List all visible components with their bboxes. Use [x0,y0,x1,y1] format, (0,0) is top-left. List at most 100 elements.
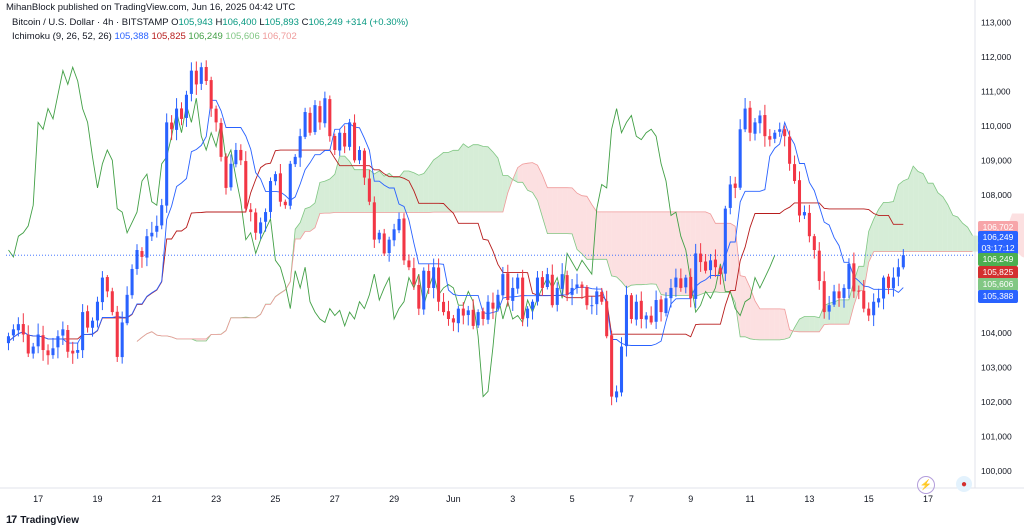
cloud-segment [779,308,785,340]
cloud-segment [947,204,953,252]
close-label: C [301,17,309,28]
candle-body [175,108,179,130]
candle-body [259,222,263,234]
cloud-segment [972,235,978,252]
cloud-segment [962,223,968,252]
cloud-segment [453,150,459,213]
candle-body [704,261,708,271]
x-tick-label: 29 [389,494,399,504]
candle-body [392,229,396,241]
candle-body [170,122,174,130]
x-tick-label: 9 [688,494,693,504]
lightning-icon[interactable]: ⚡ [917,476,935,494]
candle-body [501,274,505,296]
x-tick-label: 21 [152,494,162,504]
candle-body [595,291,599,305]
cloud-segment [577,193,582,254]
cloud-segment [740,275,746,337]
candle-body [506,273,510,301]
candle-body [896,267,900,277]
cloud-segment [384,173,390,213]
cloud-segment [913,166,919,252]
candle-body [565,275,569,295]
candle-body [16,324,20,331]
candle-body [560,274,564,289]
candle-body [76,350,80,353]
tradingview-logo-icon: 17 [6,514,17,526]
candle-body [783,129,787,137]
cloud-segment [942,196,948,252]
candle-body [664,298,668,314]
candle-body [496,294,500,309]
candle-body [555,287,559,305]
candle-body [90,320,95,328]
candle-body [417,284,421,309]
candle-body [535,277,539,302]
conversion-value: 105,388 [114,31,149,42]
cloud-segment [646,211,652,285]
candle-body [412,268,416,285]
cloud-segment [329,174,335,214]
cloud-segment [651,211,657,285]
symbol-legend: Bitcoin / U.S. Dollar · 4h · BITSTAMP O1… [12,17,408,28]
cloud-segment [661,211,667,296]
candle-body [432,267,436,288]
candle-body [278,173,282,202]
flag-icon[interactable]: ● [956,476,972,492]
candle-body [847,263,851,289]
cloud-segment [750,287,755,340]
candle-body [659,299,663,313]
cloud-segment [893,184,899,252]
candle-body [367,178,371,202]
candle-body [357,149,362,161]
candle-body [437,267,441,302]
candle-body [254,212,258,233]
cloud-segment [201,338,207,342]
candle-body [822,281,826,313]
y-tick-label: 101,000 [981,431,1012,441]
candle-body [679,278,683,288]
candle-body [61,329,65,336]
cloud-segment [468,144,474,212]
candle-body [471,309,475,326]
high-label: H [215,17,223,28]
candle-body [491,302,495,309]
y-tick-label: 110,000 [981,121,1011,131]
y-tick-label: 100,000 [981,466,1012,476]
candle-body [758,115,762,124]
cloud-segment [670,211,676,296]
candle-body [219,122,223,157]
candle-body [733,183,737,188]
candle-body [36,334,40,347]
candle-body [699,253,703,263]
candle-body [649,315,653,323]
cloud-segment [853,266,859,306]
cloud-segment [527,162,533,193]
candle-body [600,291,604,302]
cloud-segment [631,211,637,286]
cloud-segment [591,204,597,260]
cloud-segment [324,178,330,214]
cloud-segment [458,143,464,212]
cloud-segment [666,211,671,296]
candle-body [629,295,633,319]
cloud-segment [542,175,548,234]
cloud-segment [967,227,973,252]
candle-body [199,67,203,84]
cloud-segment [502,175,508,212]
cloud-segment [937,192,943,252]
tradingview-brand[interactable]: 17 TradingView [6,514,79,526]
cloud-segment [552,187,558,234]
candle-body [66,329,70,352]
y-tick-label: 102,000 [981,397,1012,407]
cloud-segment [339,156,345,213]
x-tick-label: 17 [33,494,43,504]
candle-body [580,284,584,288]
candle-body [264,212,268,222]
cloud-segment [606,211,612,276]
candle-body [125,294,129,324]
candle-body [738,129,742,188]
candle-body [204,66,208,81]
cloud-segment [656,211,662,295]
